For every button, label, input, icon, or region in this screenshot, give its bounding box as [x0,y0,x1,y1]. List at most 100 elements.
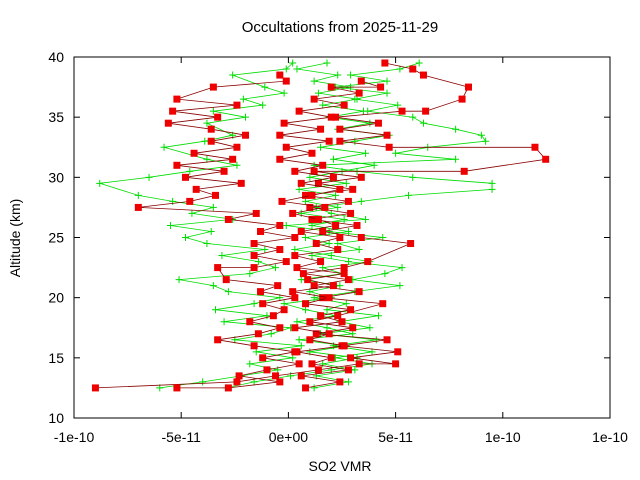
data-point [134,191,142,199]
data-point [291,167,299,175]
data-point [246,318,254,326]
data-point [291,246,299,254]
data-point [347,354,355,362]
data-point [302,234,310,241]
data-point [259,300,267,308]
data-point [353,221,361,229]
data-point [308,149,316,157]
data-point [173,384,181,392]
data-point [282,77,290,85]
data-point [409,173,417,181]
data-point [201,137,209,145]
series-4 [134,71,303,392]
data-point [203,119,211,127]
data-point [332,191,340,199]
data-point [299,270,307,278]
data-point [203,155,211,163]
data-point [336,234,344,241]
data-point [295,336,303,344]
data-point [295,185,303,193]
data-point [310,77,318,85]
data-point [224,215,232,223]
data-point [192,185,200,193]
data-point [383,89,391,97]
data-point [370,161,378,169]
data-point [222,276,230,284]
data-point [220,318,228,326]
data-point [276,324,284,332]
data-point [336,378,344,386]
data-point [319,360,327,368]
data-point [209,203,217,211]
data-point [235,372,243,380]
data-point [259,101,267,109]
data-point [464,83,472,91]
data-point [274,282,282,290]
data-point [317,312,325,320]
data-point [181,234,189,241]
data-point [207,137,215,145]
data-point [186,167,194,175]
data-point [398,264,406,272]
data-point [409,65,417,73]
data-point [173,95,181,103]
x-tick-label: -5e-11 [161,429,201,445]
data-point [488,185,496,193]
data-point [302,197,310,205]
data-point [379,300,387,308]
data-point [381,59,389,67]
data-point [308,215,316,223]
data-point [312,330,320,338]
data-point [329,155,337,163]
data-point [291,252,299,260]
data-point [482,137,490,145]
data-point [263,366,271,374]
data-point [297,342,305,350]
data-point [250,342,258,350]
x-tick-label: -1e-10 [54,429,95,445]
data-point [261,83,269,91]
data-point [319,101,327,109]
data-point [353,354,361,362]
data-point [327,83,335,91]
x-tick-label: 1e-10 [485,429,521,445]
data-point [357,77,365,85]
data-point [263,312,271,320]
data-point [353,95,361,103]
data-point [229,71,237,79]
data-point [319,264,327,272]
y-tick-label: 10 [48,410,64,426]
data-point [310,384,318,392]
data-point [203,240,211,248]
data-point [355,360,363,368]
data-point [366,119,374,127]
x-tick-label: 5e-11 [378,429,413,445]
data-point [355,89,363,97]
data-point [280,306,288,314]
data-point [250,252,258,260]
data-point [295,360,303,368]
data-point [304,276,312,284]
data-point [289,288,297,296]
data-point [164,119,172,127]
data-point [377,83,385,91]
data-point [218,252,226,260]
data-point [334,312,342,320]
data-point [325,330,333,338]
data-point [233,161,241,169]
data-point [374,312,382,320]
data-point [229,155,237,163]
data-point [280,89,288,97]
data-point [310,95,318,103]
data-point [351,366,359,374]
series-line [95,62,547,389]
data-point [344,227,352,235]
data-point [306,203,314,211]
data-point [452,125,460,133]
data-point [314,366,322,374]
data-point [362,215,370,223]
data-point [334,203,342,211]
data-point [190,149,198,157]
data-point [272,372,280,380]
data-point [291,234,299,241]
